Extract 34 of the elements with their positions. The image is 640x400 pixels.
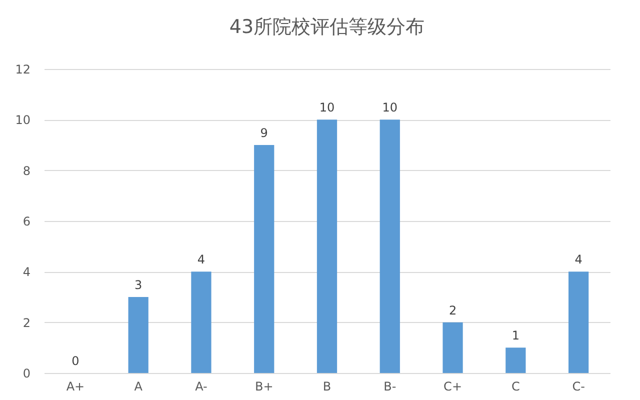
data-label: 9 [260,126,268,140]
bar [128,297,148,373]
y-tick-label: 0 [22,366,30,380]
y-tick-label: 2 [22,316,30,330]
bar [191,272,212,373]
x-tick-label: A- [195,380,208,394]
y-tick-label: 12 [15,62,30,76]
data-label: 3 [134,278,142,292]
bar [254,145,274,373]
x-tick-label: A+ [66,380,85,394]
x-tick-label: C [511,380,520,394]
y-tick-label: 10 [15,113,30,128]
data-label: 4 [574,252,582,267]
data-label: 1 [512,328,520,343]
x-tick-label: A [134,380,144,394]
bar [316,120,338,373]
chart-title: 43所院校评估等级分布 [229,16,425,38]
x-tick-label: C- [572,380,585,394]
y-tick-label: 4 [22,265,30,280]
data-label: 0 [72,354,80,368]
data-label: 10 [382,100,398,115]
y-tick-label: 8 [22,164,30,178]
x-tick-label: B [322,380,332,394]
bar [506,348,526,373]
bar [568,272,589,373]
bar [442,322,463,373]
data-label: 4 [197,252,206,267]
data-label: 10 [319,100,335,115]
bar [380,120,400,373]
data-label: 2 [448,303,457,318]
x-tick-label: B- [384,380,396,394]
x-tick-label: B+ [254,380,274,394]
x-tick-label: C+ [444,380,462,394]
y-tick-label: 6 [22,214,30,228]
